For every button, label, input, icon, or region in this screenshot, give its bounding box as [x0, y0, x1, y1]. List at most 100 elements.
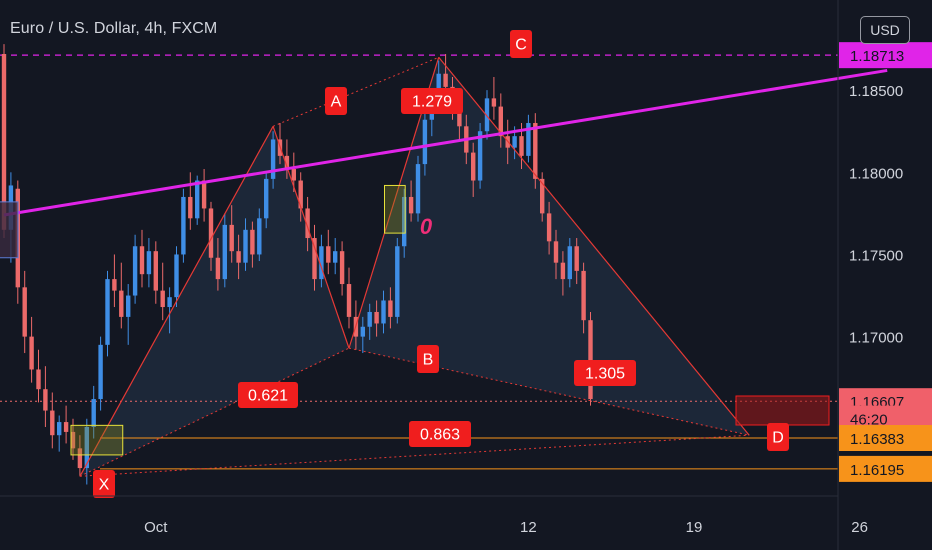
chart-title: Euro / U.S. Dollar, 4h, FXCM — [10, 20, 218, 37]
left-edge-box — [0, 201, 19, 259]
candle-body — [264, 178, 269, 219]
candle-body — [533, 123, 538, 179]
candle-body — [388, 300, 393, 317]
candle-body — [395, 246, 400, 317]
candle-body — [36, 369, 41, 390]
candle-body — [188, 196, 193, 219]
price-label-bg-0 — [839, 42, 932, 69]
candle-body — [422, 119, 428, 165]
candle-body — [215, 257, 221, 280]
x-tick-label: 19 — [686, 519, 703, 536]
candle-body — [63, 422, 69, 432]
candle-body — [208, 208, 214, 258]
candle-body — [374, 311, 379, 324]
pattern-leg-xa — [79, 126, 274, 477]
candle-body — [22, 287, 27, 337]
candle-body — [91, 399, 96, 427]
candle-body — [346, 284, 352, 317]
candle-body — [250, 229, 255, 255]
candle-body — [326, 246, 331, 263]
candle-body — [84, 426, 89, 469]
price-label-3: 1.16383 — [850, 431, 904, 448]
candle-body — [408, 196, 414, 214]
point-label-a: A — [331, 94, 342, 111]
trend-line — [3, 68, 888, 217]
pattern-triangle-xab — [79, 126, 350, 477]
candle-body — [402, 196, 407, 247]
x-tick-label: 12 — [520, 519, 537, 536]
point-label-b-bg — [417, 345, 439, 373]
point-label-d-bg — [767, 423, 789, 451]
y-tick-label: 1.17500 — [849, 247, 903, 264]
x-tick-label: 26 — [851, 519, 868, 536]
ratio-label-1305: 1.305 — [585, 366, 625, 383]
price-label-0: 1.18713 — [850, 48, 904, 65]
candle-body — [77, 448, 83, 469]
candle-body — [477, 131, 483, 181]
candle-body — [43, 389, 48, 411]
point-label-x-bg — [93, 470, 115, 498]
candle-body — [146, 251, 152, 275]
candle-body — [222, 224, 227, 280]
candle-body — [291, 169, 296, 181]
candle-body — [29, 336, 34, 370]
candle-body — [298, 180, 303, 209]
candle-body — [236, 251, 241, 263]
candle-body — [132, 246, 138, 296]
candle-body — [519, 136, 524, 156]
candle-body — [1, 54, 7, 230]
candle-body — [57, 422, 62, 436]
point-label-b: B — [423, 352, 434, 369]
candle-body — [126, 295, 131, 317]
annotation-zero: 0 — [420, 214, 433, 239]
ratio-label-1305-bg — [574, 360, 636, 386]
candle-body — [98, 344, 103, 400]
candle-body — [540, 178, 545, 214]
price-label-bg-4 — [839, 455, 932, 482]
candle-body — [112, 279, 117, 291]
candle-body — [436, 73, 441, 99]
candle-body — [174, 254, 179, 298]
candle-body — [567, 246, 572, 280]
candle-body — [512, 136, 517, 148]
candle-body — [560, 262, 566, 280]
pattern-lines-layer — [3, 56, 888, 477]
overlay-layer: 0 X A B C D 0.621 1.279 1.305 0.863 — [0, 30, 830, 498]
y-tick-label: 1.18500 — [849, 83, 903, 100]
candle-body — [457, 106, 462, 127]
point-label-c-bg — [510, 30, 532, 58]
candle-body — [167, 297, 172, 308]
candle-body — [526, 123, 531, 156]
ratio-label-0621: 0.621 — [248, 388, 288, 405]
highlight-box-x — [70, 424, 124, 456]
pattern-leg-ab — [272, 126, 350, 349]
candle-body — [381, 300, 386, 324]
pattern-ratio-line-bd — [348, 347, 750, 436]
ratio-label-1279: 1.279 — [412, 94, 452, 111]
point-label-x: X — [99, 477, 110, 494]
candle-body — [546, 213, 552, 242]
y-tick-label: 1.18000 — [849, 165, 903, 182]
candle-body — [270, 139, 276, 179]
candle-body — [70, 431, 76, 449]
candle-body — [498, 106, 503, 137]
ratio-label-0621-bg — [238, 382, 298, 408]
currency-button[interactable]: USD — [860, 16, 910, 44]
candle-body — [181, 196, 186, 255]
candle-body — [305, 208, 310, 239]
candle-body — [471, 152, 476, 181]
candle-body — [319, 246, 324, 280]
candle-body — [257, 218, 262, 255]
candle-body — [588, 320, 593, 400]
candle-body — [360, 326, 365, 337]
point-label-d: D — [772, 430, 784, 447]
pattern-ratio-line-xd — [79, 434, 750, 477]
candle-body — [243, 229, 248, 263]
candle-body — [139, 246, 145, 275]
candle-body — [333, 251, 338, 263]
candle-body — [119, 290, 124, 317]
candle-body — [491, 98, 497, 107]
candle-body — [160, 290, 165, 308]
candle-body — [284, 155, 290, 170]
